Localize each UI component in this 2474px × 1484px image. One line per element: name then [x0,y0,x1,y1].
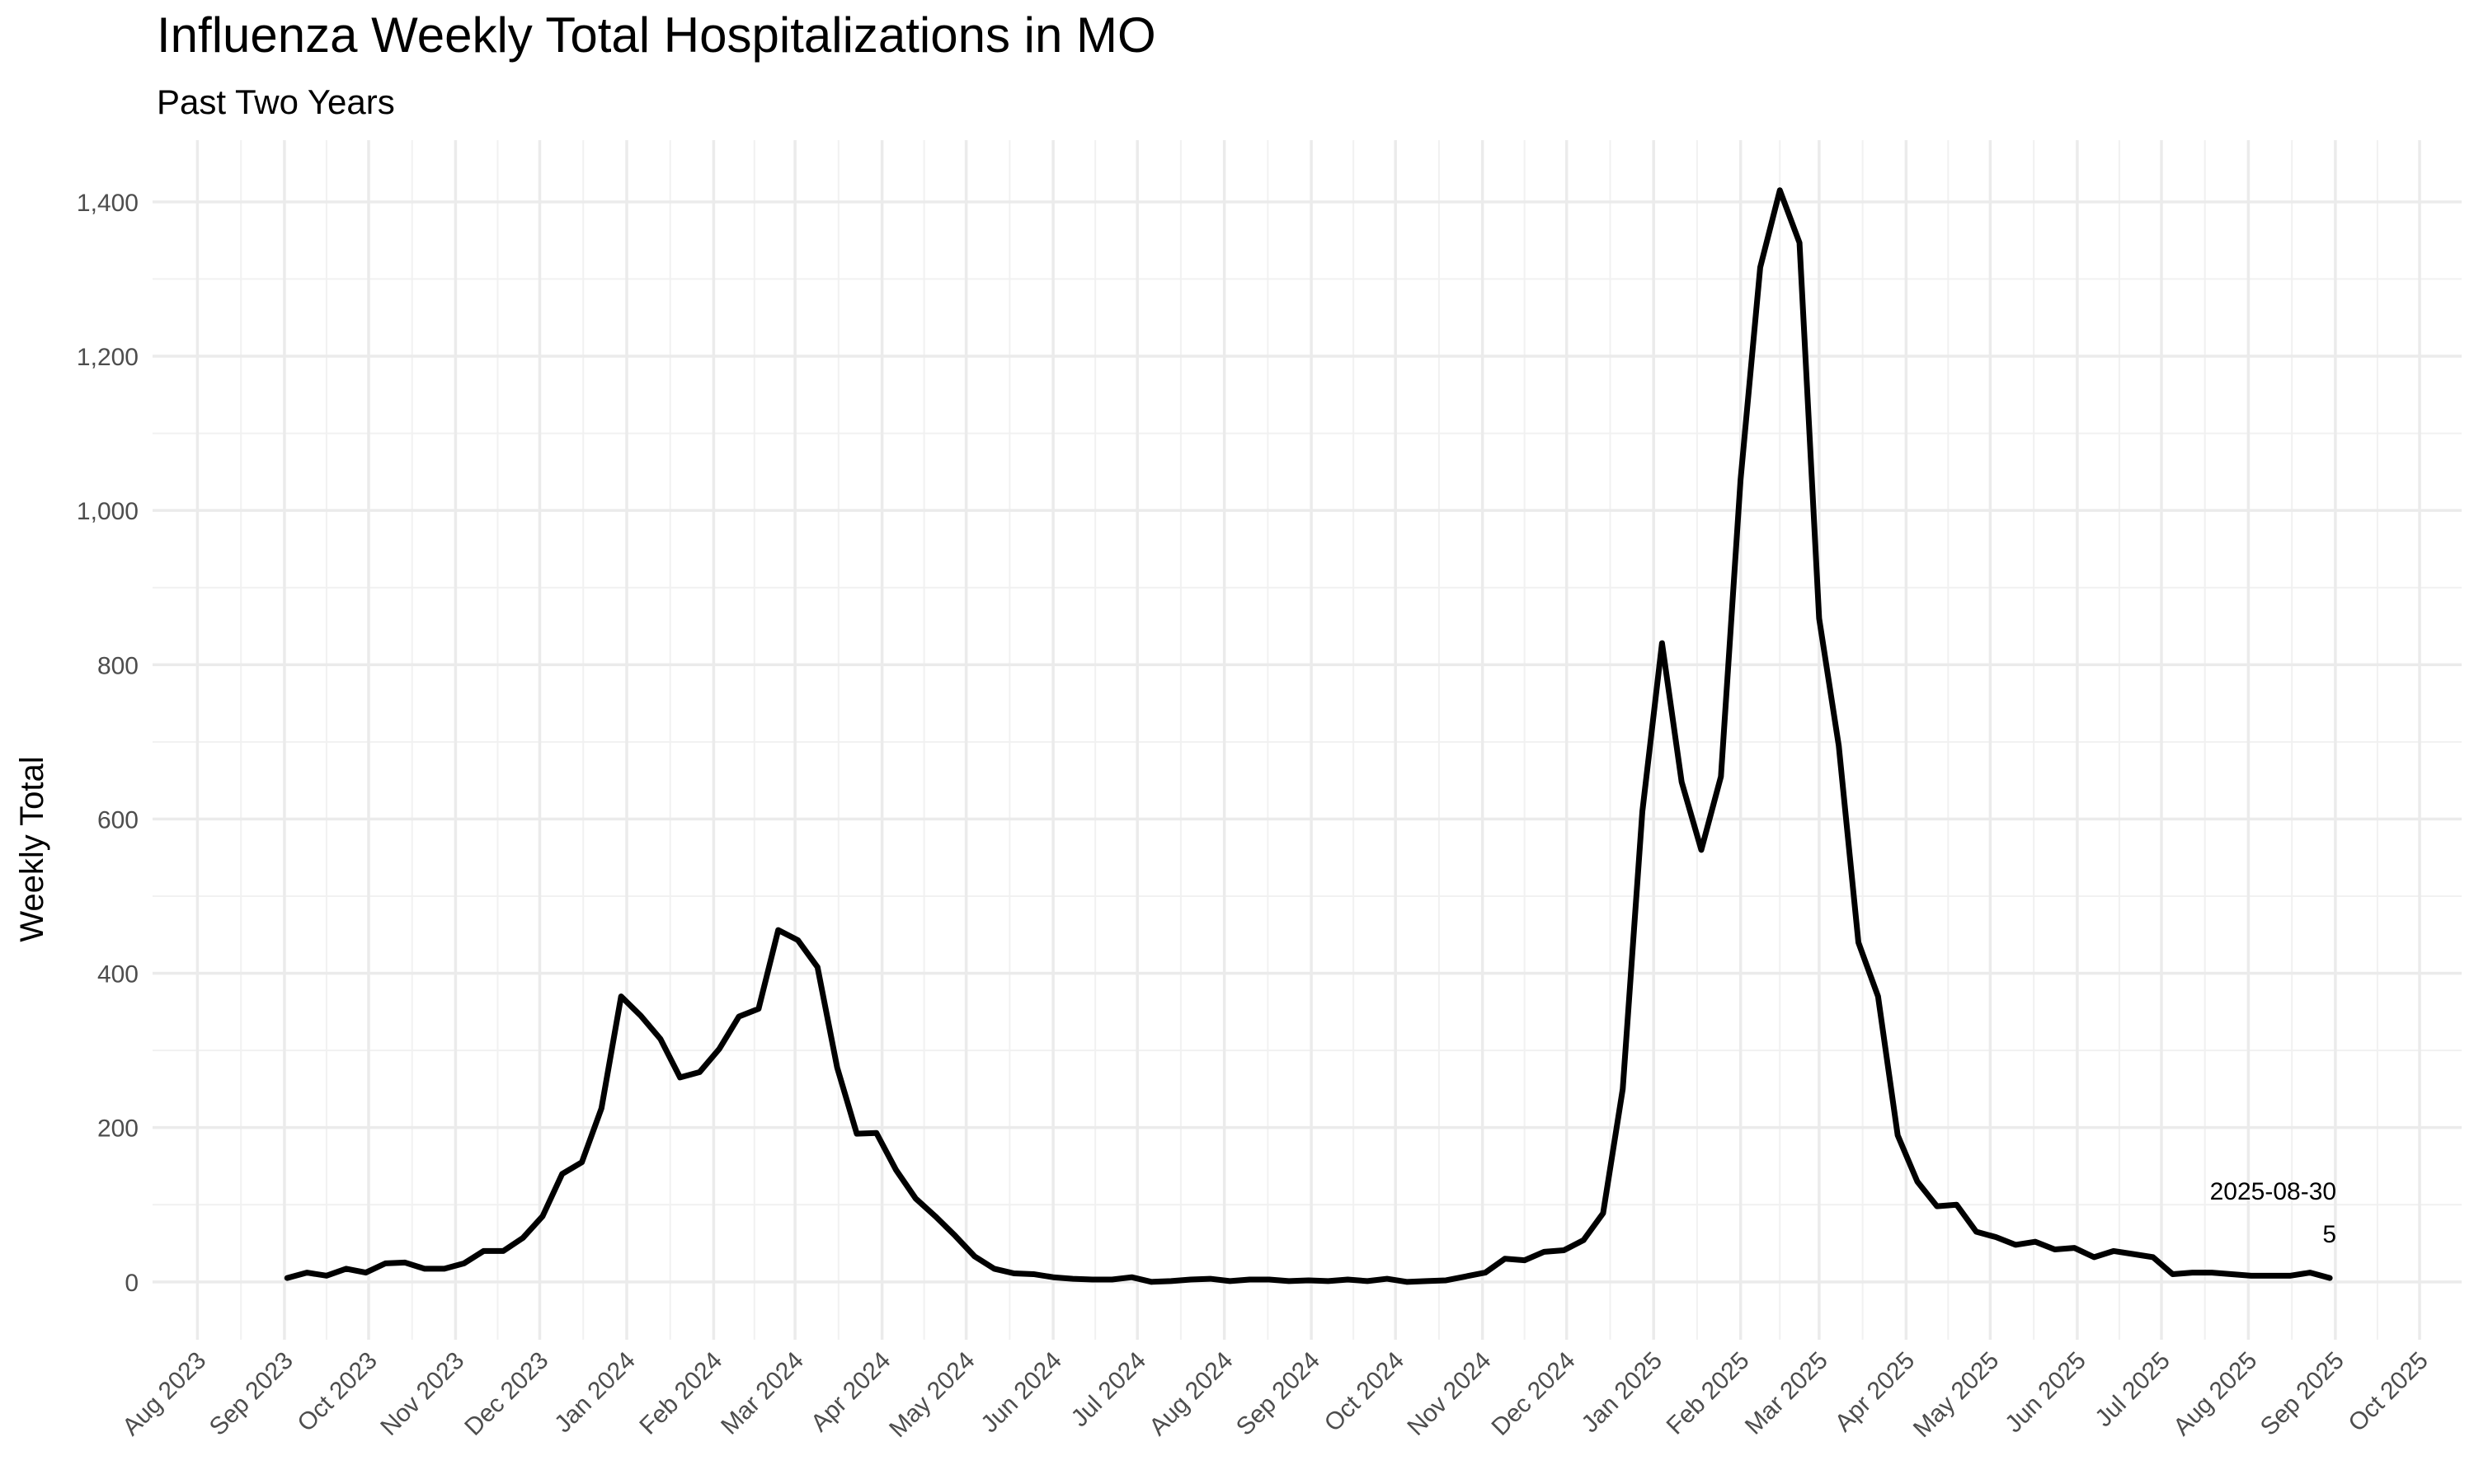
minor-gridlines [153,140,2462,1340]
x-tick-label: Nov 2023 [375,1347,469,1441]
annotation-value-label: 5 [2322,1221,2336,1248]
x-tick-label: May 2025 [1908,1347,2004,1443]
y-tick-label: 0 [125,1270,139,1297]
chart-title: Influenza Weekly Total Hospitalizations … [157,7,1156,63]
y-tick-label: 600 [97,806,139,834]
y-axis-label: Weekly Total [14,756,50,942]
x-tick-label: Apr 2025 [1830,1347,1920,1437]
x-tick-label: Sep 2023 [205,1347,299,1441]
x-tick-label: Jul 2024 [1066,1347,1152,1433]
y-tick-label: 800 [97,652,139,679]
x-tick-label: Dec 2024 [1486,1347,1580,1441]
x-tick-label: Oct 2023 [292,1347,382,1437]
y-axis-ticks: 0 200 400 600 800 1,000 1,200 1,400 [77,190,139,1297]
x-tick-label: Jul 2025 [2090,1347,2175,1433]
x-tick-label: Mar 2025 [1740,1347,1833,1440]
x-tick-label: Apr 2024 [806,1347,896,1437]
x-tick-label: Jan 2025 [1576,1347,1667,1439]
x-tick-label: Feb 2024 [634,1347,727,1440]
chart-subtitle: Past Two Years [157,82,395,121]
x-tick-label: Dec 2023 [459,1347,553,1441]
x-tick-label: Aug 2024 [1144,1347,1238,1441]
y-tick-label: 1,400 [77,190,139,217]
x-tick-label: Aug 2023 [117,1347,211,1441]
x-tick-label: Oct 2025 [2343,1347,2433,1437]
x-tick-label: Feb 2025 [1662,1347,1755,1440]
x-tick-label: Nov 2024 [1402,1347,1496,1441]
y-tick-label: 1,200 [77,344,139,371]
y-tick-label: 200 [97,1115,139,1143]
x-tick-label: Aug 2025 [2168,1347,2262,1441]
x-tick-label: Mar 2024 [716,1347,809,1440]
x-tick-label: Sep 2024 [1231,1347,1325,1441]
series-line [284,187,2333,1285]
x-tick-label: Jun 2025 [2000,1347,2091,1439]
x-tick-label: Jan 2024 [549,1347,641,1439]
y-tick-label: 1,000 [77,498,139,525]
annotations: 2025-08-30 5 [2210,1178,2336,1248]
major-gridlines [153,140,2462,1340]
y-tick-label: 400 [97,961,139,989]
annotation-date-label: 2025-08-30 [2210,1178,2336,1205]
x-tick-label: Oct 2024 [1319,1347,1409,1437]
x-tick-label: Jun 2024 [976,1347,1067,1439]
x-tick-label: May 2024 [884,1347,980,1443]
x-tick-label: Sep 2025 [2255,1347,2349,1441]
